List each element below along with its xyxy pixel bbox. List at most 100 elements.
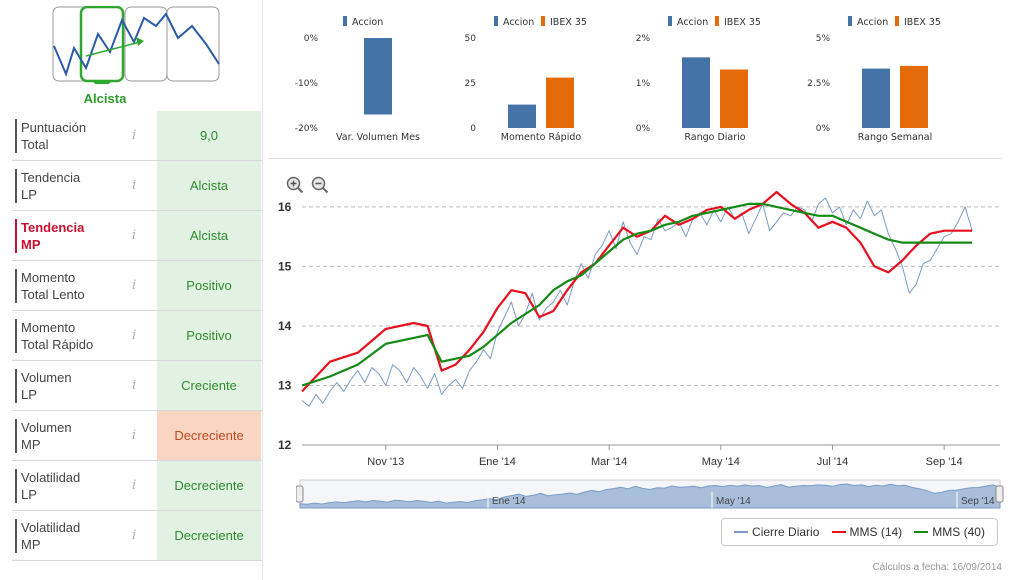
indicator-row: Tendencia MP i Alcista — [12, 211, 262, 261]
legend-item[interactable]: Cierre Diario — [734, 525, 819, 539]
indicator-label-cell: Volumen MP i — [12, 411, 157, 461]
indicator-row: Volumen LP i Creciente — [12, 361, 262, 411]
indicator-value: Alcista — [157, 211, 261, 260]
indicator-label: Puntuación Total — [21, 120, 87, 152]
mini-legend-label: IBEX 35 — [724, 17, 761, 28]
indicator-label-cell: Volatilidad LP i — [12, 461, 157, 511]
legend-item[interactable]: MMS (14) — [831, 525, 902, 539]
indicator-label: Tendencia LP — [21, 170, 81, 202]
xtick-label: Mar '14 — [591, 456, 627, 468]
mini-legend-label: IBEX 35 — [904, 17, 941, 28]
info-icon[interactable]: i — [132, 478, 137, 493]
indicator-value: Creciente — [157, 361, 261, 410]
indicator-label-cell: Puntuación Total i — [12, 111, 157, 161]
info-icon[interactable]: i — [132, 278, 137, 293]
trend-sparkline — [53, 12, 220, 77]
ytick-label: 16 — [278, 200, 292, 214]
indicators-table: Puntuación Total i 9,0 Tendencia LP i Alcista… — [12, 111, 262, 561]
trend-illustration — [52, 6, 220, 84]
info-icon[interactable]: i — [132, 378, 137, 393]
indicator-value: Alcista — [157, 161, 261, 210]
series-line-mms40 — [301, 202, 973, 387]
zoom-in-icon[interactable] — [286, 176, 304, 194]
navigator-handle-right[interactable] — [995, 485, 1004, 503]
bar — [508, 104, 536, 128]
info-icon[interactable]: i — [132, 328, 137, 343]
legend-label: Cierre Diario — [752, 525, 820, 539]
xtick-label: Ene '14 — [479, 456, 516, 468]
mini-ytick-label: 5% — [816, 34, 831, 44]
indicator-value: Positivo — [157, 311, 261, 360]
info-icon[interactable]: i — [132, 528, 137, 543]
indicator-value: Decreciente — [157, 411, 261, 460]
bar — [546, 77, 574, 128]
indicator-row: Momento Total Rápido i Positivo — [12, 311, 262, 361]
indicator-value: Decreciente — [157, 461, 261, 510]
indicator-label-cell: Tendencia LP i — [12, 161, 157, 211]
legend-swatch — [494, 16, 498, 26]
mini-chart-title: Momento Rápido — [501, 132, 582, 143]
indicator-label: Momento Total Lento — [21, 270, 85, 302]
indicator-row: Puntuación Total i 9,0 — [12, 111, 262, 161]
mini-ytick-label: 0% — [304, 34, 319, 44]
xtick-label: Nov '13 — [367, 456, 404, 468]
trend-pointer-icon — [92, 81, 112, 84]
indicator-label-cell: Volumen LP i — [12, 361, 157, 411]
mini-ytick-label: -20% — [295, 124, 319, 134]
indicator-label-cell: Momento Total Lento i — [12, 261, 157, 311]
mini-ytick-label: 50 — [465, 34, 477, 44]
legend-swatch — [895, 16, 899, 26]
xtick-label: May '14 — [702, 456, 740, 468]
zoom-out-icon[interactable] — [311, 176, 329, 194]
mini-chart-var-volumen: Accion 0% -10% -20% Var. Volumen Mes — [295, 16, 420, 143]
mini-ytick-label: 0% — [636, 124, 651, 134]
panel-divider — [262, 0, 263, 580]
indicator-label: Tendencia MP — [21, 220, 85, 252]
ytick-label: 14 — [278, 319, 292, 333]
indicator-value: 9,0 — [157, 111, 261, 160]
legend-swatch — [848, 16, 852, 26]
mini-ytick-label: -10% — [295, 79, 319, 89]
info-icon[interactable]: i — [132, 228, 137, 243]
mini-chart-rango-semanal: Accion IBEX 35 5% 2.5% 0% Rango Semanal — [807, 16, 941, 143]
chart-legend: Cierre Diario MMS (14) MMS (40) — [721, 518, 998, 546]
mini-ytick-label: 0 — [470, 124, 476, 134]
xtick-label: Sep '14 — [926, 456, 963, 468]
mini-ytick-label: 2.5% — [807, 79, 830, 89]
info-icon[interactable]: i — [132, 178, 137, 193]
indicator-row: Momento Total Lento i Positivo — [12, 261, 262, 311]
trend-panel-active — [79, 6, 125, 83]
price-chart[interactable]: 12 13 14 15 16 Nov '13 Ene '14 Mar '14 May '14 Ju… — [270, 170, 1010, 470]
legend-swatch — [715, 16, 719, 26]
indicator-value: Decreciente — [157, 511, 261, 560]
navigator-handle-left[interactable] — [296, 485, 304, 503]
mini-legend-label: Accion — [503, 17, 534, 28]
trend-label: Alcista — [83, 91, 127, 106]
legend-item[interactable]: MMS (40) — [914, 525, 985, 539]
trend-panel-right — [166, 6, 220, 82]
ytick-label: 12 — [278, 438, 292, 452]
navigator-area — [299, 483, 1001, 509]
indicator-label: Volatilidad LP — [21, 470, 81, 502]
navigator-label: Sep '14 — [961, 496, 995, 507]
calculation-date: Cálculos a fecha: 16/09/2014 — [872, 562, 1002, 573]
indicator-row: Tendencia LP i Alcista — [12, 161, 262, 211]
section-divider — [268, 158, 1002, 159]
mini-chart-title: Var. Volumen Mes — [336, 132, 420, 143]
indicator-label: Volumen LP — [21, 370, 72, 402]
mini-chart-title: Rango Diario — [684, 132, 745, 143]
legend-label: MMS (40) — [932, 525, 985, 539]
info-icon[interactable]: i — [132, 128, 137, 143]
indicator-value: Positivo — [157, 261, 261, 310]
mini-ytick-label: 25 — [465, 79, 476, 89]
bar — [862, 68, 890, 128]
info-icon[interactable]: i — [132, 428, 137, 443]
trend-arrow-line — [85, 41, 141, 57]
range-navigator[interactable]: Ene '14 May '14 Sep '14 — [296, 478, 1006, 512]
bar — [364, 38, 392, 115]
indicator-row: Volatilidad MP i Decreciente — [12, 511, 262, 561]
legend-swatch — [831, 531, 846, 533]
legend-swatch — [541, 16, 545, 26]
series-line-mms14 — [301, 190, 973, 393]
